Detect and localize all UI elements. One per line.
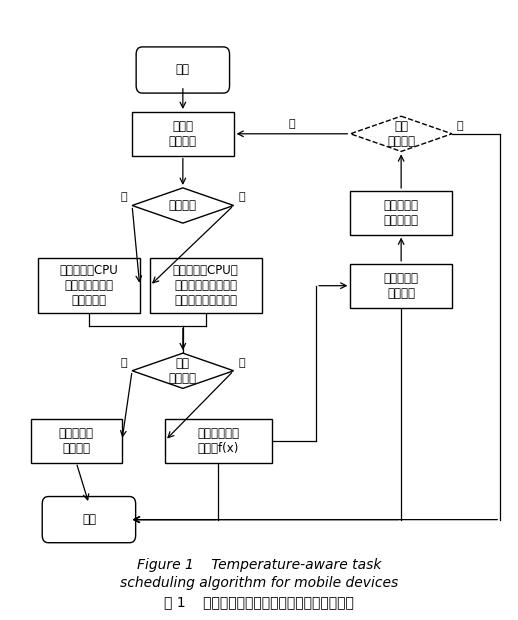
- Text: 开始: 开始: [176, 63, 190, 76]
- Bar: [165, 418, 272, 463]
- Bar: [31, 418, 122, 463]
- Bar: [38, 259, 140, 313]
- FancyBboxPatch shape: [42, 497, 136, 542]
- Text: 客户端接收
并执行任务: 客户端接收 并执行任务: [384, 199, 419, 227]
- Text: 否: 否: [120, 358, 127, 368]
- Text: 再次
请求任务: 再次 请求任务: [387, 120, 415, 148]
- Text: 结束: 结束: [82, 513, 96, 526]
- Text: scheduling algorithm for mobile devices: scheduling algorithm for mobile devices: [120, 576, 398, 590]
- Text: 客户端
请求任务: 客户端 请求任务: [169, 120, 197, 148]
- Text: 否: 否: [457, 121, 464, 131]
- Text: 是: 是: [120, 192, 127, 203]
- FancyBboxPatch shape: [136, 47, 229, 93]
- Text: 否: 否: [239, 192, 246, 203]
- Bar: [150, 259, 262, 313]
- Text: 任务调度器计
算任务f(x): 任务调度器计 算任务f(x): [197, 427, 239, 454]
- Polygon shape: [350, 116, 452, 151]
- Text: 是: 是: [289, 119, 295, 129]
- Text: 首次请求: 首次请求: [169, 199, 197, 212]
- Polygon shape: [132, 188, 234, 223]
- Text: 客户端上传CPU频
率、内存大小、当前
温度和上次执行效率: 客户端上传CPU频 率、内存大小、当前 温度和上次执行效率: [173, 264, 239, 307]
- Bar: [350, 264, 452, 308]
- Text: 任务调度器
分发任务: 任务调度器 分发任务: [384, 272, 419, 299]
- Text: 是: 是: [239, 358, 246, 368]
- Bar: [132, 112, 234, 156]
- Text: Figure 1    Temperature-aware task: Figure 1 Temperature-aware task: [137, 558, 381, 572]
- Polygon shape: [132, 353, 234, 388]
- Text: 图 1    面向移动设备的温度感知的任务调度算法: 图 1 面向移动设备的温度感知的任务调度算法: [164, 596, 354, 609]
- Text: 通知客户端
没有任务: 通知客户端 没有任务: [59, 427, 94, 454]
- Text: 客户端上传CPU
频率、内存大小
和当前温度: 客户端上传CPU 频率、内存大小 和当前温度: [60, 264, 118, 307]
- Bar: [350, 191, 452, 234]
- Text: 存在
剩余任务: 存在 剩余任务: [169, 356, 197, 385]
